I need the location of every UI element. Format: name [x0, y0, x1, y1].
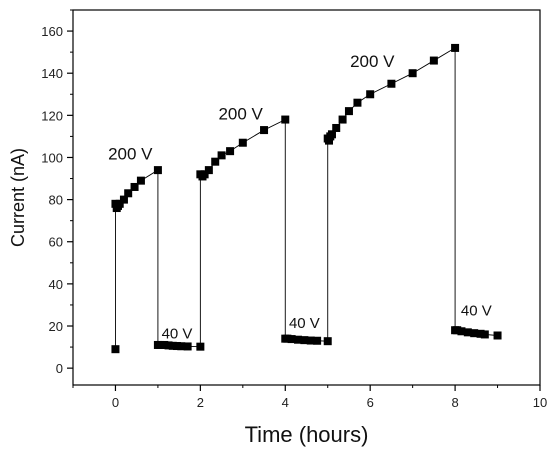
annotation-label: 40 V	[461, 302, 492, 319]
data-point	[156, 340, 165, 349]
data-point	[287, 335, 296, 344]
data-point	[119, 195, 128, 204]
annotation-label: 40 V	[162, 326, 193, 343]
data-point	[226, 147, 235, 156]
series-line	[115, 47, 498, 350]
y-axis-title: Current (nA)	[8, 148, 28, 247]
x-tick-label: 6	[367, 395, 374, 410]
data-point	[470, 329, 479, 338]
data-point	[323, 337, 332, 346]
data-point	[153, 166, 162, 175]
plot-frame	[72, 9, 541, 386]
data-point	[344, 107, 353, 116]
series-path	[115, 47, 498, 350]
data-point	[160, 340, 169, 349]
x-tick-label: 2	[197, 395, 204, 410]
data-point	[327, 130, 336, 139]
data-point	[173, 342, 182, 351]
y-tick-label: 20	[49, 319, 63, 334]
data-point	[463, 328, 472, 337]
data-point	[164, 341, 173, 350]
x-tick-label: 10	[533, 395, 547, 410]
x-tick-label: 8	[451, 395, 458, 410]
x-axis-title: Time (hours)	[245, 422, 369, 447]
data-point	[238, 138, 247, 147]
y-tick-label: 60	[49, 235, 63, 250]
x-tick-label: 4	[282, 395, 289, 410]
data-point	[211, 157, 220, 166]
annotation-label: 200 V	[350, 52, 395, 71]
annotation-label: 200 V	[218, 105, 263, 124]
series-markers	[111, 43, 502, 354]
y-tick-label: 0	[56, 361, 63, 376]
data-point	[300, 336, 309, 345]
data-point	[332, 123, 341, 132]
data-point	[313, 336, 322, 345]
data-point	[480, 330, 489, 339]
data-point	[453, 326, 462, 335]
annotations: 200 V 40 V 200 V 40 V 200 V 40 V	[108, 52, 492, 343]
y-tick-label: 80	[49, 193, 63, 208]
y-tick-label: 160	[41, 24, 63, 39]
data-point	[183, 342, 192, 351]
data-point	[136, 176, 145, 185]
data-point	[451, 43, 460, 52]
data-point	[429, 56, 438, 65]
annotation-label: 40 V	[289, 315, 320, 332]
data-point	[130, 182, 139, 191]
annotation-label: 200 V	[108, 145, 153, 164]
y-tick-label: 140	[41, 66, 63, 81]
data-point	[457, 327, 466, 336]
y-tick-label: 100	[41, 150, 63, 165]
y-axis-ticks: 0 20 40 60 80 100 120 140 160	[41, 9, 73, 376]
data-point	[353, 98, 362, 107]
x-tick-label: 0	[112, 395, 119, 410]
data-point	[204, 166, 213, 175]
data-point	[196, 342, 205, 351]
data-point	[177, 342, 186, 351]
data-point	[306, 336, 315, 345]
data-point	[111, 345, 120, 354]
data-point	[124, 189, 133, 198]
data-point	[260, 126, 269, 135]
x-axis-ticks: 0 2 4 6 8 10	[72, 385, 547, 410]
data-point	[366, 90, 375, 99]
data-point	[200, 170, 209, 179]
data-point	[338, 115, 347, 124]
data-point	[408, 69, 417, 78]
data-point	[387, 79, 396, 88]
data-point	[115, 199, 124, 208]
data-point	[217, 151, 226, 160]
data-point	[493, 331, 502, 340]
data-point	[281, 115, 290, 124]
data-point	[168, 341, 177, 350]
data-point	[476, 329, 485, 338]
data-point	[325, 136, 334, 145]
y-tick-label: 40	[49, 277, 63, 292]
y-tick-label: 120	[41, 108, 63, 123]
data-point	[294, 335, 303, 344]
data-point	[283, 334, 292, 343]
